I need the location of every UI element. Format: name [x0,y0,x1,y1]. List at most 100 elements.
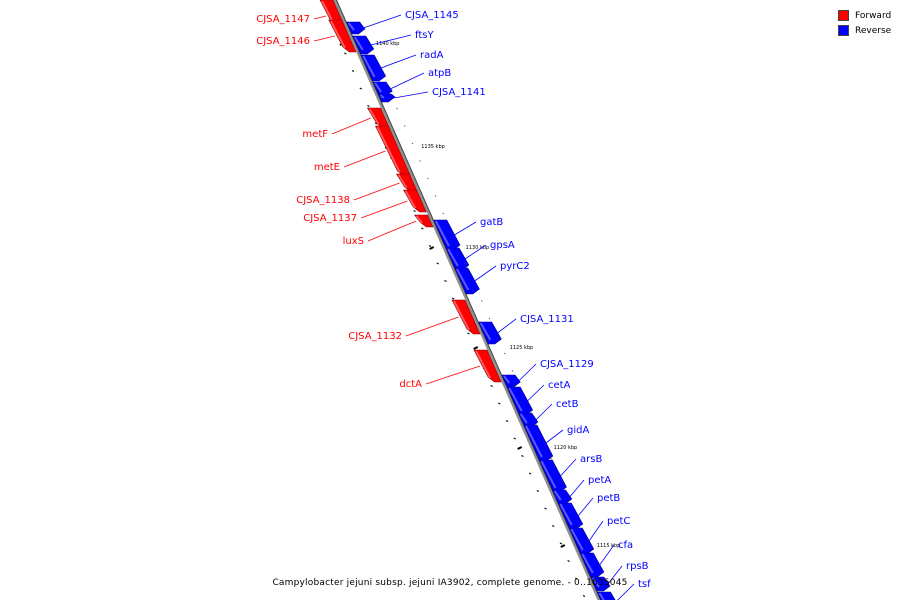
gene-dctA[interactable]: dctA [399,349,502,390]
tick-label: 1115 kbp [597,543,621,549]
gene-label: ftsY [415,30,434,41]
minor-tick [575,577,578,580]
gene-highlight [553,490,562,501]
gene-leader [360,200,408,219]
minor-tick [411,142,414,145]
gene-highlight [347,22,355,31]
gene-tsf[interactable]: tsf [597,579,651,600]
gene-CJSA_1145[interactable]: CJSA_1145 [346,10,459,35]
gene-leader [474,265,497,282]
gene-highlight [525,425,543,458]
gene-block [377,93,396,103]
gene-label: gidA [567,425,589,436]
gene-leader [545,429,564,444]
gene-CJSA_1131[interactable]: CJSA_1131 [478,314,574,345]
gene-luxS[interactable]: luxS [343,214,434,247]
minor-tick [442,212,445,215]
minor-tick [551,525,555,527]
gene-cetA[interactable]: cetA [506,380,571,416]
gene-gatB[interactable]: gatB [433,217,504,251]
minor-tick [528,472,532,475]
gene-label: gpsA [490,240,515,251]
gene-radA[interactable]: radA [360,50,444,82]
gene-block [473,349,502,383]
gene-block [568,527,595,555]
gene-highlight [353,36,364,51]
gene-block [590,576,611,592]
gene-label: CJSA_1145 [405,10,459,21]
gene-label: arsB [580,454,602,465]
gene-leader [588,520,604,542]
gene-atpB[interactable]: atpB [372,68,451,97]
gene-label: cfa [618,540,633,551]
minor-tick [403,125,406,127]
gene-ftsY[interactable]: ftsY [352,30,435,55]
gene-leader [607,565,623,585]
gene-leader [367,220,417,242]
minor-tick [421,227,424,230]
gene-leader [617,583,635,600]
gene-pyrC2[interactable]: pyrC2 [454,261,530,295]
gene-highlight [503,375,511,384]
gene-highlight [570,528,584,551]
gene-CJSA_1132[interactable]: CJSA_1132 [348,299,481,342]
gene-block [579,552,605,578]
gene-leader [527,384,545,402]
gene-rpsB[interactable]: rpsB [590,561,649,592]
gene-label: metF [302,129,328,140]
gene-leader [535,403,553,421]
minor-tick [359,87,362,90]
gene-CJSA_1146[interactable]: CJSA_1146 [256,19,357,53]
gene-leader [313,35,335,42]
gene-block [328,19,357,53]
gene-block [433,219,461,251]
forward-swatch [838,10,849,21]
minor-tick [521,455,524,457]
gene-highlight [453,300,470,331]
legend: Forward Reverse [838,8,891,38]
gene-petB[interactable]: petB [557,493,620,530]
gene-arsB[interactable]: arsB [538,454,602,493]
gene-label: CJSA_1137 [303,213,357,224]
gene-label: CJSA_1147 [256,14,310,25]
gene-CJSA_1129[interactable]: CJSA_1129 [501,359,594,388]
gene-block [451,299,481,335]
gene-leader [343,150,386,168]
minor-tick [490,385,493,387]
tick-label: 1120 kbp [554,445,578,451]
gene-petC[interactable]: petC [568,516,630,555]
gene-cetB[interactable]: cetB [518,399,579,428]
gene-CJSA_1137[interactable]: CJSA_1137 [303,189,427,224]
gene-gpsA[interactable]: gpsA [445,240,515,271]
gene-petA[interactable]: petA [552,475,612,505]
gene-highlight [379,94,385,99]
gene-block [501,374,521,388]
minor-tick [559,542,563,545]
gene-label: gatB [480,217,503,228]
gene-label: pyrC2 [500,261,530,272]
gene-leader [497,318,517,334]
gene-label: radA [420,50,444,61]
gene-highlight [519,413,528,424]
gene-highlight [479,322,492,341]
gene-CJSA_1141[interactable]: CJSA_1141 [377,87,486,103]
gene-leader [380,54,417,69]
tick-label: 1135 kbp [421,144,445,150]
gene-leader [464,244,487,260]
gene-metE[interactable]: metE [314,125,411,177]
gene-leader [331,117,372,135]
gene-highlight [415,215,423,224]
gene-leader [370,34,412,46]
gene-CJSA_1138[interactable]: CJSA_1138 [296,173,418,206]
gene-label: cetA [548,380,571,391]
gene-leader [569,479,585,498]
minor-tick [351,70,355,72]
gene-highlight [559,503,573,526]
gene-gidA[interactable]: gidA [523,424,589,462]
gene-block [523,424,554,462]
gene-cfa[interactable]: cfa [579,540,633,578]
reverse-swatch [838,25,849,36]
minor-tick [419,160,421,162]
tick-label: 1130 kbp [466,245,490,251]
legend-label-reverse: Reverse [855,25,892,36]
